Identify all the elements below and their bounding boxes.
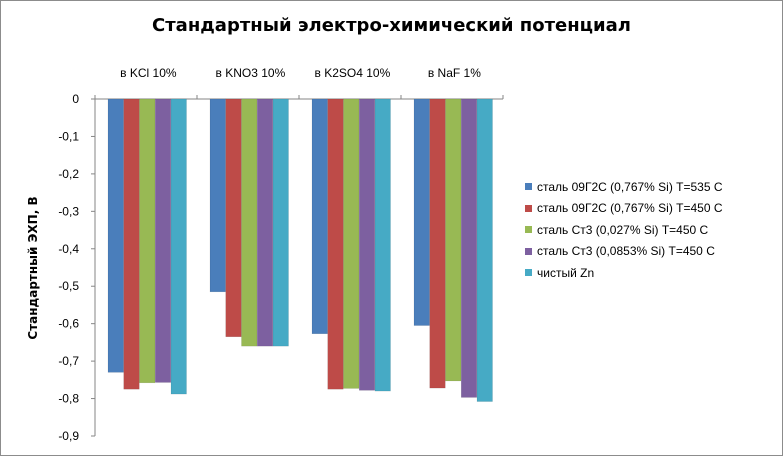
y-tick-label: -0,2 [58,167,79,181]
y-tick-label: -0,6 [58,317,79,331]
y-tick-label: -0,4 [58,242,79,256]
legend-label: сталь Ст3 (0,0853% Si) T=450 C [537,244,715,259]
chart-legend: сталь 09Г2С (0,767% Si) T=535 C сталь 09Г… [525,176,723,284]
x-tick-label: в KNO3 10% [216,66,286,80]
bar [429,98,446,389]
bar [139,98,156,384]
bar [359,98,375,391]
bar [257,98,273,347]
bar [311,98,328,335]
y-tick-label: -0,8 [58,392,79,406]
legend-item: сталь Ст3 (0,0853% Si) T=450 C [525,241,723,263]
bar [374,98,391,392]
chart-title: Стандартный электро-химический потенциал [152,15,631,36]
legend-item: сталь Ст3 (0,027% Si) T=450 C [525,219,723,241]
y-tick-label: 0 [72,92,79,106]
legend-swatch [525,269,532,277]
bar [343,98,360,389]
bar [107,98,124,373]
y-tick-label: -0,1 [58,129,79,143]
x-tick-label: в KCl 10% [120,66,177,80]
bar [272,98,289,347]
legend-item: сталь 09Г2С (0,767% Si) T=450 C [525,198,723,220]
bar [413,98,430,326]
legend-label: сталь Ст3 (0,027% Si) T=450 C [537,222,709,237]
y-tick-label: -0,3 [58,204,79,218]
x-tick-label: в K2SO4 10% [315,66,391,80]
bar [225,98,242,338]
legend-item: чистый Zn [525,262,723,284]
legend-label: сталь 09Г2С (0,767% Si) T=535 C [537,179,723,194]
legend-swatch [525,183,532,191]
bar [155,98,171,383]
legend-swatch [525,204,532,212]
y-tick-label: -0,7 [58,354,79,368]
bar [123,98,140,390]
bar [170,98,187,395]
bar [209,98,226,293]
x-tick-label: в NaF 1% [428,66,481,80]
y-tick-label: -0,5 [58,279,79,293]
y-tick-label: -0,9 [58,429,79,443]
bar [461,98,477,398]
legend-label: чистый Zn [537,265,595,280]
bar [445,98,462,382]
legend-swatch [525,226,532,234]
legend-label: сталь 09Г2С (0,767% Si) T=450 C [537,201,723,216]
bar [241,98,258,347]
legend-swatch [525,247,532,255]
legend-item: сталь 09Г2С (0,767% Si) T=535 C [525,176,723,198]
bar [476,98,493,402]
bar [327,98,344,390]
